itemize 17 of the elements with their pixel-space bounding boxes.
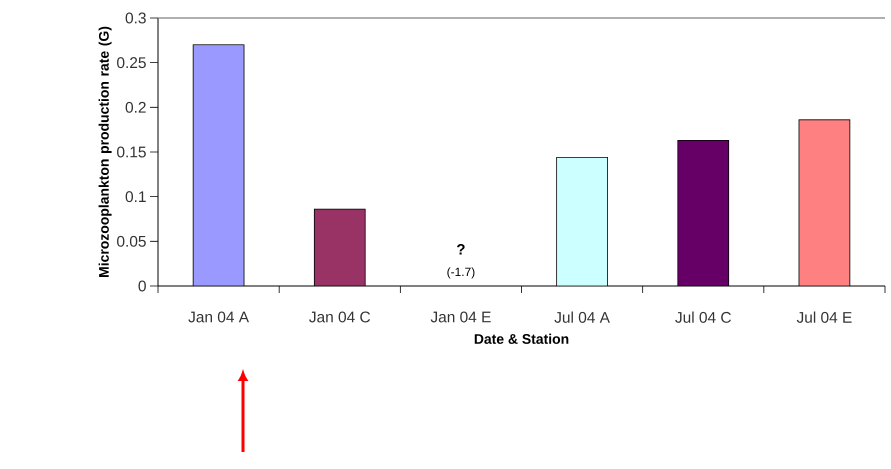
annotation: (-1.7) <box>447 267 474 278</box>
y-tick-label: 0 <box>138 280 146 292</box>
y-tick-label: 0.25 <box>117 57 146 68</box>
x-tick-label: Jan 04 E <box>430 312 491 322</box>
y-tick-label: 0.2 <box>126 102 146 113</box>
annotation: ? <box>457 244 465 254</box>
x-tick-label: Jul 04 C <box>675 312 731 323</box>
x-axis-title: Date & Station <box>474 334 568 344</box>
y-tick-label: 0.15 <box>117 146 146 158</box>
y-tick-label: 0.05 <box>117 236 146 247</box>
y-tick-label: 0.1 <box>126 191 146 202</box>
x-tick-label: Jul 04 A <box>554 312 610 323</box>
y-tick-label: 0.3 <box>126 12 146 24</box>
x-tick-label: Jan 04 A <box>188 312 250 322</box>
y-axis-title: Microzooplankton production rate (G) <box>98 26 112 277</box>
x-tick-label: Jul 04 E <box>796 312 852 323</box>
x-tick-label: Jan 04 C <box>309 312 370 322</box>
